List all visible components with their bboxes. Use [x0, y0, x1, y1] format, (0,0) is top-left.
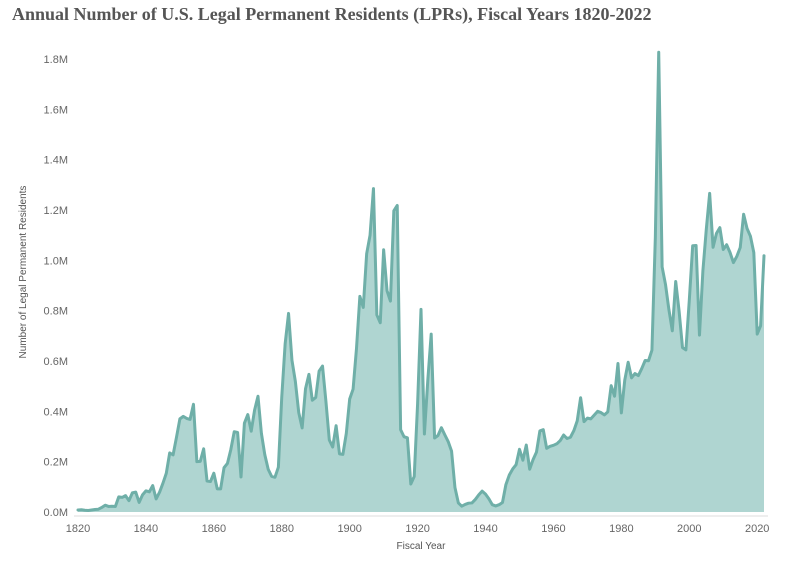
y-tick-label: 0.4M	[44, 406, 68, 418]
y-axis-ticks: 0.0M 0.2M 0.4M 0.6M 0.8M 1.0M 1.2M 1.4M 1.6M 1.8M	[44, 54, 68, 519]
y-tick-label: 1.0M	[44, 255, 68, 267]
series-line	[76, 50, 766, 512]
y-tick-label: 0.2M	[44, 457, 68, 469]
chart-title: Annual Number of U.S. Legal Permanent Re…	[12, 4, 652, 24]
y-tick-label: 1.8M	[44, 54, 68, 66]
x-axis-ticks: 1820 1840 1860 1880 1900 1920 1940 1960 1980 2000…	[66, 523, 770, 535]
y-tick-label: 1.6M	[44, 104, 68, 116]
area-fill	[78, 52, 764, 513]
x-tick-label: 1980	[609, 523, 633, 535]
x-tick-label: 1820	[66, 523, 90, 535]
x-axis-label: Fiscal Year	[397, 541, 447, 552]
x-tick-label: 1960	[541, 523, 565, 535]
x-tick-label: 2020	[745, 523, 769, 535]
y-tick-label: 0.0M	[44, 507, 68, 519]
x-tick-label: 2000	[677, 523, 701, 535]
x-tick-label: 1940	[473, 523, 497, 535]
x-tick-label: 1920	[405, 523, 429, 535]
x-tick-label: 1900	[337, 523, 361, 535]
y-tick-label: 0.8M	[44, 306, 68, 318]
y-tick-label: 0.6M	[44, 356, 68, 368]
x-tick-label: 1880	[270, 523, 294, 535]
y-axis-label: Number of Legal Permanent Residents	[18, 186, 29, 359]
x-tick-label: 1840	[134, 523, 158, 535]
plot-area	[76, 50, 766, 513]
y-tick-label: 1.4M	[44, 155, 68, 167]
y-tick-label: 1.2M	[44, 205, 68, 217]
x-tick-label: 1860	[202, 523, 226, 535]
